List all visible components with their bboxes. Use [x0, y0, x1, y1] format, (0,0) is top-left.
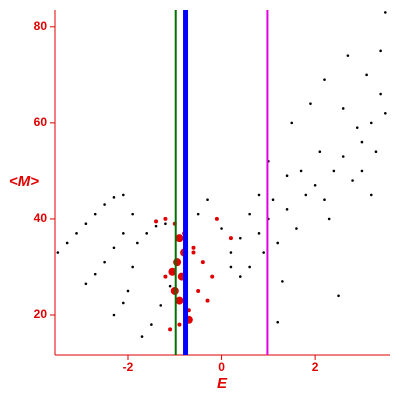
point	[295, 227, 298, 230]
point	[276, 320, 280, 324]
point	[145, 232, 149, 235]
point	[290, 121, 294, 125]
point	[384, 11, 387, 14]
point	[154, 224, 158, 228]
point	[341, 155, 345, 158]
point	[196, 288, 201, 293]
point	[360, 169, 364, 173]
point	[248, 212, 251, 216]
point	[163, 274, 168, 279]
point	[285, 174, 289, 178]
y-tick-label: 20	[34, 307, 48, 321]
point	[323, 78, 326, 81]
point	[136, 241, 139, 245]
point	[84, 222, 88, 226]
point	[122, 193, 125, 197]
point	[327, 217, 331, 221]
point	[257, 232, 261, 235]
point	[281, 280, 284, 283]
point	[228, 236, 233, 241]
point	[309, 102, 312, 105]
point	[103, 260, 106, 264]
point	[276, 241, 280, 245]
point	[318, 150, 322, 153]
point	[304, 193, 308, 197]
point	[65, 241, 69, 245]
point	[175, 234, 184, 243]
point	[112, 196, 116, 199]
point	[351, 179, 354, 182]
x-tick-label: 0	[218, 360, 225, 374]
point	[196, 212, 200, 216]
y-axis-title: <M>	[9, 173, 39, 190]
point	[173, 258, 182, 267]
point	[271, 198, 275, 202]
point	[384, 111, 387, 115]
point	[337, 294, 340, 298]
point	[131, 265, 134, 269]
point	[285, 208, 289, 211]
point	[238, 275, 242, 278]
point	[379, 49, 382, 53]
point	[323, 198, 326, 202]
point	[374, 150, 378, 153]
point	[257, 193, 261, 197]
point	[154, 219, 159, 224]
x-tick-label: -2	[123, 360, 134, 374]
point	[238, 236, 242, 240]
point	[112, 313, 116, 317]
point	[131, 212, 134, 216]
point	[191, 250, 196, 255]
y-tick-label: 40	[34, 211, 48, 225]
point	[177, 322, 182, 327]
point	[103, 203, 106, 206]
point	[355, 126, 359, 129]
point	[220, 227, 223, 230]
point	[369, 193, 373, 197]
point	[93, 212, 97, 216]
y-tick-label: 60	[34, 115, 48, 129]
point	[248, 265, 251, 269]
point	[168, 284, 172, 288]
point	[112, 246, 116, 250]
point	[150, 323, 153, 326]
x-tick-label: 2	[312, 360, 319, 374]
point	[360, 140, 364, 144]
point	[299, 169, 303, 173]
point	[122, 301, 125, 305]
point	[229, 251, 233, 254]
point	[346, 54, 350, 57]
y-tick-label: 80	[34, 19, 48, 33]
point	[126, 289, 130, 293]
point	[84, 282, 88, 286]
point	[164, 222, 167, 226]
point	[140, 335, 144, 338]
point	[379, 92, 382, 96]
point	[168, 327, 173, 332]
point	[332, 169, 336, 173]
point	[229, 265, 233, 269]
point	[262, 251, 265, 254]
point	[122, 232, 125, 235]
point	[205, 298, 210, 303]
point	[369, 121, 373, 125]
point	[191, 245, 196, 250]
point	[168, 267, 177, 276]
point	[206, 198, 209, 202]
point	[163, 216, 168, 221]
point	[214, 216, 219, 221]
point	[341, 107, 345, 110]
point	[175, 296, 184, 305]
point	[365, 73, 368, 77]
point	[200, 260, 205, 265]
point	[313, 184, 317, 187]
x-axis-title: E	[217, 375, 228, 392]
point	[75, 232, 78, 235]
point	[93, 272, 97, 276]
point	[210, 274, 215, 279]
point	[159, 304, 163, 307]
point	[56, 251, 60, 254]
